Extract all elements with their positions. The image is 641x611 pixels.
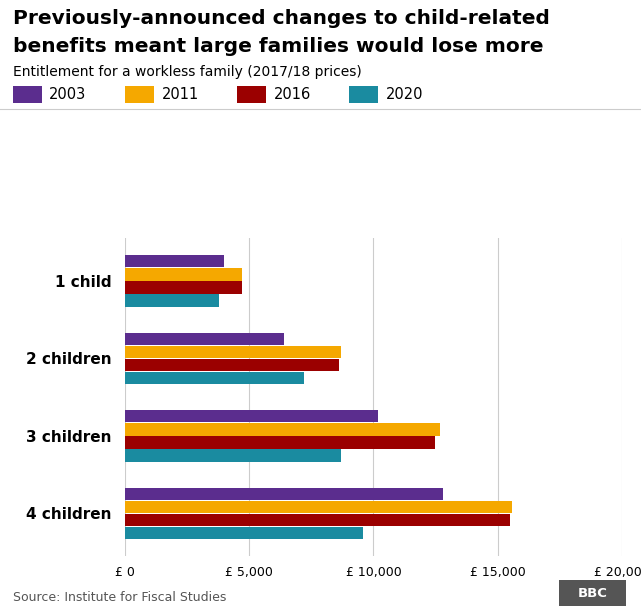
- Text: 2011: 2011: [162, 87, 199, 102]
- Bar: [125, 332, 284, 345]
- Text: Previously-announced changes to child-related: Previously-announced changes to child-re…: [13, 9, 550, 28]
- Bar: [125, 255, 224, 268]
- Bar: [125, 527, 363, 540]
- Bar: [125, 423, 440, 436]
- Text: Entitlement for a workless family (2017/18 prices): Entitlement for a workless family (2017/…: [13, 65, 362, 79]
- Bar: [125, 281, 242, 294]
- Bar: [125, 295, 219, 307]
- Bar: [125, 500, 512, 513]
- Bar: [125, 436, 435, 448]
- Bar: [125, 268, 242, 280]
- Text: 2003: 2003: [49, 87, 87, 102]
- Bar: [125, 514, 510, 526]
- Text: Source: Institute for Fiscal Studies: Source: Institute for Fiscal Studies: [13, 591, 226, 604]
- Bar: [125, 449, 341, 462]
- Bar: [125, 372, 304, 384]
- Bar: [125, 346, 341, 358]
- Text: 2020: 2020: [386, 87, 424, 102]
- Text: BBC: BBC: [578, 587, 608, 600]
- Text: benefits meant large families would lose more: benefits meant large families would lose…: [13, 37, 544, 56]
- Text: 2016: 2016: [274, 87, 311, 102]
- Bar: [125, 488, 443, 500]
- Bar: [125, 410, 378, 422]
- Bar: [125, 359, 338, 371]
